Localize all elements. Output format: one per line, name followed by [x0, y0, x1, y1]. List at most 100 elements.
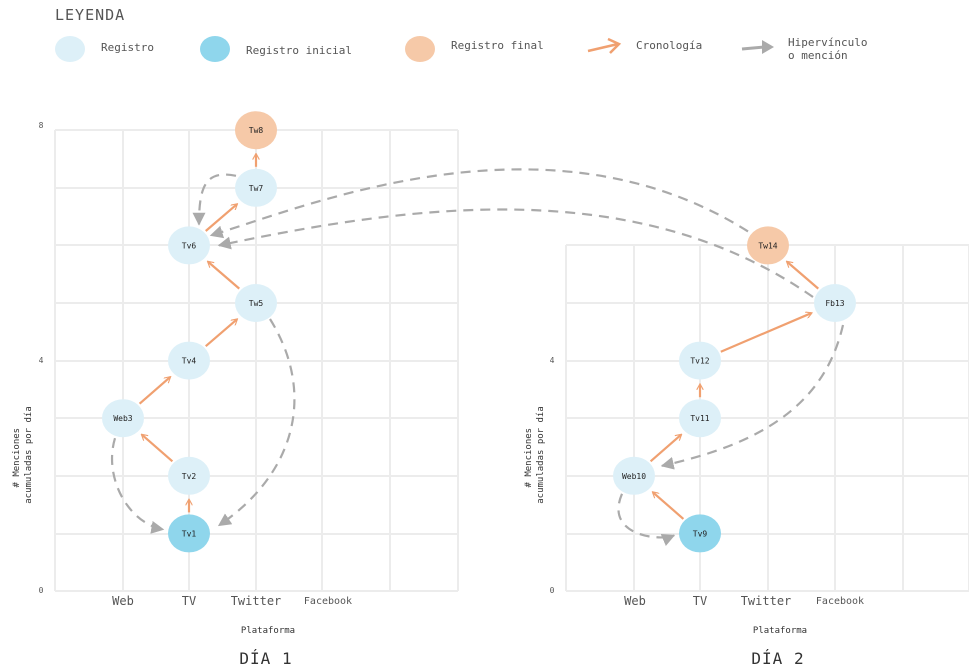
x-tick-label: Twitter	[231, 594, 282, 608]
hyperlink-arrow	[617, 493, 676, 546]
node-circle	[235, 168, 277, 207]
y-tick-label: 4	[550, 356, 555, 365]
y-tick-label: 8	[39, 121, 44, 130]
legend: LEYENDA Registro Registro inicial Regist…	[0, 0, 969, 80]
node-label: Tv6	[182, 241, 197, 250]
legend-item-cronologia: Cronología	[586, 36, 702, 56]
node-tv11: Tv11	[679, 399, 721, 438]
node-tw5: Tw5	[235, 284, 277, 322]
y-tick-label: 0	[550, 586, 555, 595]
x-tick-label: Web	[112, 594, 134, 608]
node-circle	[814, 284, 856, 322]
legend-item-registro-final: Registro final	[405, 36, 544, 62]
node-circle	[168, 226, 210, 265]
node-label: Web10	[622, 472, 646, 481]
hyperlink-arrow	[192, 173, 237, 226]
x-tick-label: TV	[182, 594, 196, 608]
node-circle	[679, 514, 721, 553]
node-tw14: Tw14	[747, 226, 789, 265]
legend-label: Cronología	[636, 39, 703, 52]
x-tick-label: Facebook	[816, 596, 864, 607]
legend-title: LEYENDA	[55, 6, 126, 24]
x-axis-title: Plataforma	[241, 626, 295, 636]
node-label: Tv11	[690, 414, 709, 423]
node-tv4: Tv4	[168, 341, 210, 380]
node-circle	[679, 399, 721, 438]
x-tick-label: Web	[624, 594, 646, 608]
node-circle	[679, 341, 721, 380]
legend-label: Hipervínculo o mención	[788, 36, 868, 62]
node-label: Tw7	[249, 184, 264, 193]
node-label: Tv1	[182, 529, 197, 538]
node-label: Tv4	[182, 357, 197, 366]
node-web10: Web10	[613, 456, 655, 495]
node-label: Tv2	[182, 472, 197, 481]
orange-arrow-icon	[587, 37, 622, 54]
node-tv9: Tv9	[679, 514, 721, 553]
y-axis-title-line: # Menciones	[524, 428, 534, 488]
node-label: Tv9	[693, 529, 708, 538]
x-axis-title: Plataforma	[753, 626, 807, 636]
registro-swatch-icon	[55, 36, 85, 62]
y-tick-label: 4	[39, 356, 44, 365]
node-tw7: Tw7	[235, 168, 277, 207]
node-circle	[168, 341, 210, 380]
node-circle	[102, 399, 144, 438]
chronology-arrow	[720, 313, 812, 353]
node-label: Fb13	[825, 299, 844, 308]
node-label: Tw5	[249, 299, 264, 308]
chronology-arrow	[787, 262, 819, 290]
hyperlink-arrow	[209, 168, 749, 239]
chronology-arrow	[205, 319, 237, 348]
axis-text-layer: 8 4 0 Web TV Twitter Facebook Plataforma…	[12, 121, 864, 668]
legend-item-hipervinculo: Hipervínculo o mención	[740, 36, 867, 62]
x-tick-label: TV	[693, 594, 707, 608]
hyperlink-arrow	[217, 208, 814, 298]
node-label: Tw14	[758, 241, 777, 250]
node-circle	[235, 111, 277, 150]
node-circle	[168, 514, 210, 553]
chronology-arrow	[653, 492, 685, 520]
node-tv12: Tv12	[679, 341, 721, 380]
legend-label: Registro	[101, 41, 154, 54]
node-tw8: Tw8	[235, 111, 277, 150]
node-circle	[747, 226, 789, 265]
y-axis-title-line: # Menciones	[12, 428, 22, 488]
registro-inicial-swatch-icon	[200, 36, 230, 62]
panel-title: DÍA 1	[239, 649, 292, 668]
legend-item-registro-inicial: Registro inicial	[200, 36, 352, 62]
chronology-arrow	[138, 377, 170, 405]
y-axis-title: # Menciones acumuladas por día	[12, 406, 34, 504]
node-circle	[613, 456, 655, 495]
edge-layer	[110, 154, 845, 546]
y-tick-label: 0	[39, 586, 44, 595]
gray-arrow-icon	[741, 40, 774, 54]
node-tv2: Tv2	[168, 456, 210, 495]
legend-label: Registro inicial	[246, 44, 352, 57]
chronology-arrow	[142, 435, 174, 463]
x-tick-label: Facebook	[304, 596, 352, 607]
node-circle	[235, 284, 277, 322]
panel-title: DÍA 2	[751, 649, 804, 668]
node-fb13: Fb13	[814, 284, 856, 322]
chronology-arrow	[208, 262, 240, 290]
node-web3: Web3	[102, 399, 144, 438]
hyperlink-arrow	[110, 437, 165, 534]
node-label: Web3	[113, 414, 132, 423]
node-circle	[168, 456, 210, 495]
node-label: Tw8	[249, 126, 264, 135]
chronology-arrow	[205, 204, 237, 232]
legend-item-registro: Registro	[55, 36, 154, 62]
y-axis-title-line: acumuladas por día	[24, 406, 34, 504]
x-tick-label: Twitter	[741, 594, 792, 608]
node-layer: Tv1 Tv2 Web3 Tv4 Tw5 Tv6 Tw7 Tw8 Tv9 Web10 Tv11 Tv1…	[102, 111, 856, 553]
node-label: Tv12	[690, 357, 709, 366]
chronology-arrow	[649, 435, 681, 463]
node-tv6: Tv6	[168, 226, 210, 265]
node-tv1: Tv1	[168, 514, 210, 553]
legend-label: Registro final	[451, 39, 544, 52]
registro-final-swatch-icon	[405, 36, 435, 62]
y-axis-title: # Menciones acumuladas por día	[524, 406, 546, 504]
hyperlink-arrow	[660, 324, 845, 470]
